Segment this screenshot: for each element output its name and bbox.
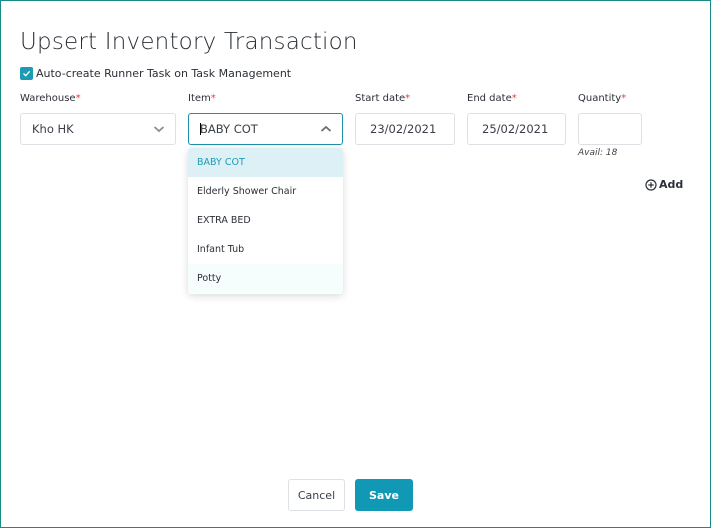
auto-create-label: Auto-create Runner Task on Task Manageme… — [36, 67, 292, 80]
start-date-input[interactable]: 23/02/2021 — [355, 113, 455, 145]
warehouse-select[interactable]: Kho HK — [20, 113, 176, 145]
checkbox-checked-icon[interactable] — [20, 67, 33, 80]
dropdown-option[interactable]: BABY COT — [188, 148, 343, 177]
quantity-input[interactable] — [578, 113, 642, 145]
label-text: Quantity — [578, 93, 622, 104]
start-date-value: 23/02/2021 — [370, 122, 437, 136]
item-value: BABY COT — [200, 122, 258, 136]
required-mark: * — [621, 93, 627, 104]
chevron-up-icon — [320, 125, 332, 132]
add-label: Add — [659, 178, 684, 191]
auto-create-checkbox-row[interactable]: Auto-create Runner Task on Task Manageme… — [20, 67, 291, 80]
text-caret — [200, 123, 201, 135]
item-dropdown: BABY COT Elderly Shower Chair EXTRA BED … — [188, 148, 343, 294]
label-text: Start date — [355, 93, 406, 104]
item-label: Item* — [188, 93, 216, 104]
dropdown-option[interactable]: Infant Tub — [197, 244, 245, 255]
dropdown-option[interactable]: Elderly Shower Chair — [197, 186, 297, 197]
add-button[interactable]: Add — [645, 178, 683, 191]
label-text: Item — [188, 93, 211, 104]
cancel-button[interactable]: Cancel — [288, 479, 345, 511]
page-title: Upsert Inventory Transaction — [20, 29, 358, 55]
plus-circle-icon — [645, 178, 657, 191]
available-quantity: Avail: 18 — [578, 148, 618, 158]
required-mark: * — [405, 93, 411, 104]
warehouse-label: Warehouse* — [20, 93, 81, 104]
dropdown-option[interactable]: EXTRA BED — [197, 215, 251, 226]
required-mark: * — [210, 93, 216, 104]
required-mark: * — [511, 93, 517, 104]
chevron-down-icon — [153, 126, 165, 133]
label-text: Warehouse — [20, 93, 76, 104]
required-mark: * — [75, 93, 81, 104]
dropdown-option[interactable]: Potty — [188, 264, 343, 293]
item-select[interactable]: BABY COT — [188, 113, 343, 145]
label-text: End date — [467, 93, 512, 104]
warehouse-value: Kho HK — [32, 122, 74, 136]
quantity-label: Quantity* — [578, 93, 626, 104]
end-date-input[interactable]: 25/02/2021 — [467, 113, 566, 145]
start-date-label: Start date* — [355, 93, 410, 104]
end-date-value: 25/02/2021 — [482, 122, 549, 136]
end-date-label: End date* — [467, 93, 517, 104]
save-button[interactable]: Save — [355, 479, 413, 511]
